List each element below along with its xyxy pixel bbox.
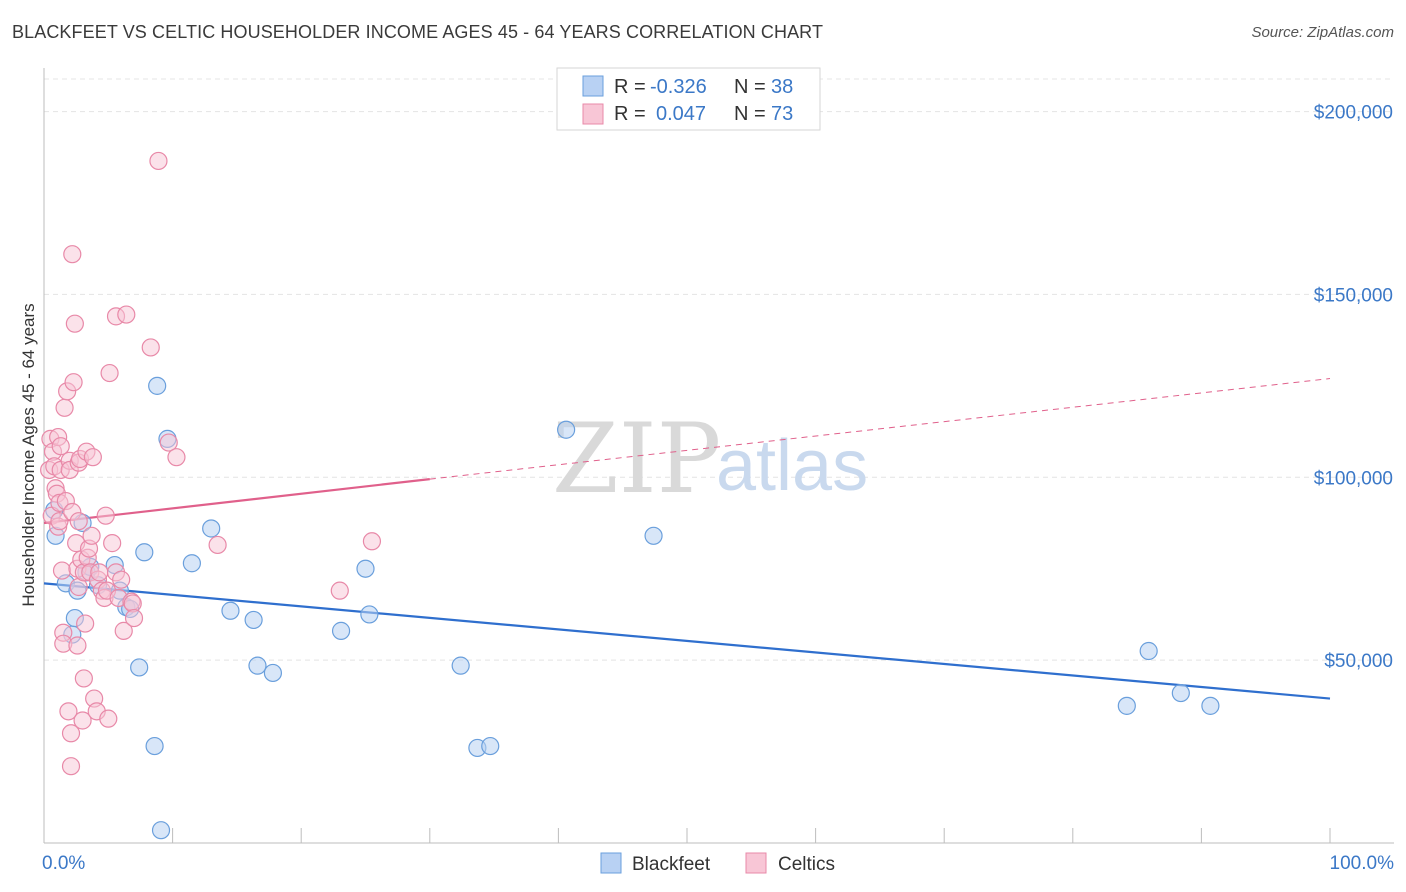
point-blackfeet [202, 519, 221, 538]
watermark-zip: ZIP [552, 403, 721, 515]
legend-r-value-celtics: 0.047 [656, 103, 706, 125]
point-blackfeet [331, 621, 351, 640]
point-blackfeet [360, 605, 379, 624]
legend-n-label-celtics: N = [734, 103, 766, 125]
bottom-legend-label-celtics: Celtics [778, 854, 835, 875]
point-celtics [100, 363, 119, 383]
point-celtics [90, 563, 109, 582]
legend-n-value-blackfeet: 38 [771, 76, 793, 98]
point-celtics [208, 535, 227, 555]
point-blackfeet [1201, 696, 1220, 715]
point-celtics [63, 245, 82, 264]
point-celtics [50, 512, 69, 531]
point-celtics [55, 398, 74, 417]
chart-title: BLACKFEET VS CELTIC HOUSEHOLDER INCOME A… [12, 22, 824, 42]
y-tick-label: $200,000 [1314, 103, 1393, 124]
point-blackfeet [130, 658, 149, 677]
y-tick-labels: $50,000 $100,000 $150,000 $200,000 [1314, 103, 1393, 673]
point-blackfeet [1139, 641, 1158, 661]
y-tick-label: $50,000 [1324, 651, 1393, 672]
point-blackfeet [148, 376, 167, 395]
point-celtics [149, 151, 168, 171]
point-blackfeet [557, 420, 576, 439]
x-tick-labels: 0.0% 100.0% [42, 853, 1394, 874]
point-celtics [74, 669, 93, 688]
x-tick-label-min: 0.0% [42, 853, 85, 874]
point-celtics [159, 433, 178, 452]
trend-line-celtics-dashed [429, 378, 1331, 480]
bottom-legend-swatch-blackfeet [600, 852, 622, 874]
axes [43, 68, 1394, 844]
point-celtics [59, 702, 78, 721]
legend-swatch-blackfeet [582, 75, 604, 97]
point-celtics [362, 532, 382, 551]
point-blackfeet [644, 526, 663, 545]
legend-swatch-celtics [582, 103, 604, 125]
point-blackfeet [248, 656, 267, 675]
point-blackfeet [145, 736, 164, 756]
bottom-legend: Blackfeet Celtics [600, 852, 835, 875]
legend-n-label-blackfeet: N = [734, 76, 766, 98]
point-blackfeet [182, 554, 201, 573]
legend-n-value-celtics: 73 [771, 103, 793, 125]
point-celtics [114, 621, 133, 640]
point-celtics [52, 561, 72, 580]
point-celtics [51, 437, 70, 456]
point-celtics [103, 534, 122, 553]
point-blackfeet [151, 821, 171, 840]
point-celtics [65, 314, 84, 333]
trend-line-blackfeet [43, 582, 1331, 700]
point-celtics [76, 614, 95, 633]
point-celtics [68, 636, 87, 655]
point-celtics [99, 709, 118, 728]
y-tick-label: $150,000 [1314, 285, 1393, 306]
point-blackfeet [356, 559, 375, 578]
point-blackfeet [1117, 696, 1136, 715]
legend-r-value-blackfeet: -0.326 [650, 76, 707, 98]
watermark-atlas: atlas [716, 426, 868, 506]
point-celtics [73, 711, 92, 730]
point-celtics [167, 448, 186, 467]
bottom-legend-label-blackfeet: Blackfeet [632, 854, 711, 875]
legend-box: R = -0.326 N = 38 R = 0.047 N = 73 [556, 67, 821, 131]
point-celtics [96, 506, 115, 525]
point-blackfeet [481, 736, 500, 756]
point-celtics [83, 448, 102, 467]
point-blackfeet [451, 656, 470, 675]
point-celtics [117, 305, 136, 324]
point-celtics [124, 608, 144, 628]
point-blackfeet [244, 610, 263, 630]
point-blackfeet [135, 543, 154, 562]
source-label: Source: ZipAtlas.com [1251, 24, 1394, 41]
legend-r-label-celtics: R = [614, 103, 646, 125]
x-tick-label-max: 100.0% [1330, 853, 1395, 874]
y-axis-title: Householder Income Ages 45 - 64 years [19, 303, 38, 606]
celtics-points [40, 151, 382, 776]
point-celtics [61, 757, 81, 776]
point-celtics [112, 570, 131, 589]
point-celtics [64, 373, 83, 392]
point-blackfeet [1171, 683, 1190, 703]
point-celtics [141, 338, 160, 357]
point-blackfeet [221, 601, 240, 620]
y-tick-label: $100,000 [1314, 468, 1393, 489]
point-blackfeet [263, 663, 283, 683]
point-celtics [69, 512, 88, 531]
point-celtics [82, 526, 101, 545]
point-celtics [330, 581, 349, 600]
gridlines [44, 78, 1394, 661]
point-celtics [61, 724, 81, 743]
legend-r-label-blackfeet: R = [614, 76, 646, 98]
bottom-legend-swatch-celtics [745, 852, 767, 874]
